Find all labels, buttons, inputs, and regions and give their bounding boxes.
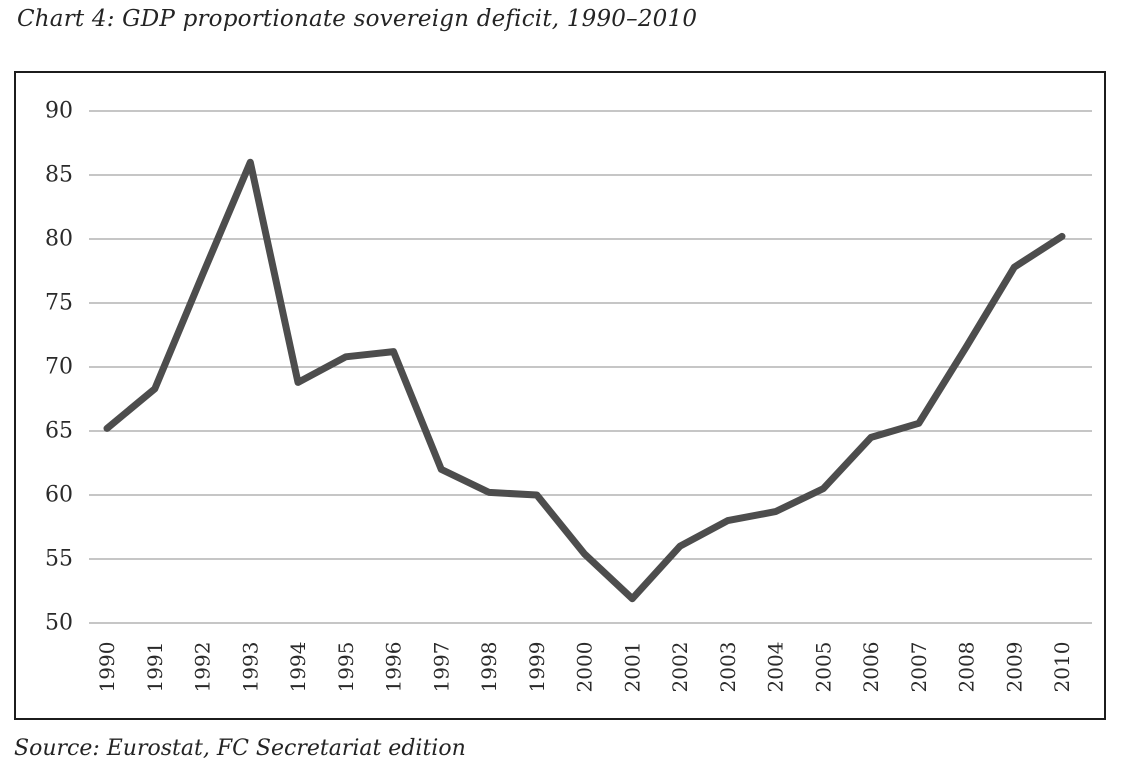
x-tick-label: 1992 [191,642,215,693]
line-chart: 50 55 60 65 70 75 80 85 90 1990 1991 1992 1993 1994 19… [45,99,1092,693]
x-tick-label: 1991 [143,642,167,693]
x-tick-label: 2004 [764,642,788,693]
data-line-series [103,158,1066,603]
y-tick-label: 60 [45,483,73,508]
x-tick-label: 1993 [238,642,262,693]
x-tick-label: 2002 [668,642,692,693]
x-tick-label: 1990 [95,642,119,693]
y-tick-label: 75 [45,291,73,316]
y-tick-label: 80 [45,227,73,252]
x-tick-label: 1997 [429,642,453,693]
x-tick-label: 1995 [334,642,358,693]
source-note: Source: Eurostat, FC Secretariat edition [14,736,466,761]
x-tick-label: 2000 [573,642,597,693]
y-tick-label: 85 [45,163,73,188]
y-tick-label: 65 [45,419,73,444]
x-tick-label: 2009 [1002,642,1026,693]
x-tick-label: 2007 [907,642,931,693]
x-tick-label: 1999 [525,642,549,693]
x-tick-label: 1996 [382,642,406,693]
x-tick-label: 2006 [859,642,883,693]
y-tick-label: 90 [45,99,73,124]
x-tick-label: 1998 [477,642,501,693]
y-tick-label: 70 [45,355,73,380]
x-tick-label: 2010 [1050,642,1074,693]
x-tick-label: 2008 [955,642,979,693]
y-tick-label: 50 [45,611,73,636]
x-tick-label: 1994 [286,642,310,693]
x-tick-label: 2003 [716,642,740,693]
chart-area: 50 55 60 65 70 75 80 85 90 1990 1991 1992 1993 1994 19… [14,71,1106,720]
chart-title: Chart 4: GDP proportionate sovereign def… [17,6,698,32]
y-tick-label: 55 [45,547,73,572]
x-tick-label: 2001 [620,642,644,693]
x-tick-label: 2005 [811,642,835,693]
